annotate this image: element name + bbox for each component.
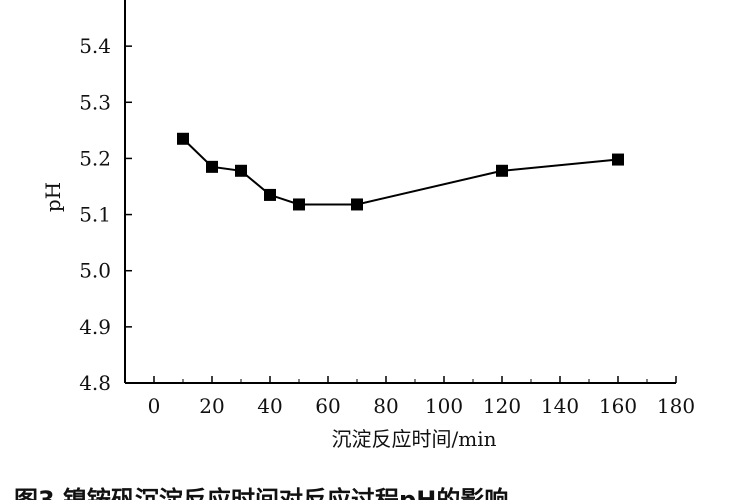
y-tick-label: 4.8 [79,371,111,395]
figure-caption: 图3 镍铵矾沉淀反应时间对反应过程pH的影响 [14,486,508,500]
data-point [612,153,624,166]
y-tick-label: 5.3 [79,90,111,114]
x-tick-label: 140 [541,394,579,418]
data-point [177,132,189,145]
data-point [264,188,276,201]
data-point [351,198,363,211]
x-tick-label: 0 [148,394,161,418]
y-tick-label: 4.9 [79,315,111,339]
series-line [182,138,619,206]
x-tick-label: 100 [425,394,463,418]
data-point [206,160,218,173]
x-tick-label: 80 [373,394,398,418]
ticks: 4.8 4.9 5.0 5.1 5.2 5.3 5.4 5.5 0 20 40 60 80 100 120 1… [79,0,695,418]
y-tick-label: 5.4 [79,34,111,58]
x-tick-label: 20 [199,394,224,418]
x-tick-label: 60 [315,394,340,418]
y-tick-label: 5.0 [79,259,111,283]
y-axis-title: pH [41,182,65,212]
data-point [496,164,508,177]
x-tick-label: 120 [483,394,521,418]
data-point [293,198,305,211]
y-tick-label: 5.2 [79,146,111,170]
y-tick-label: 5.1 [79,203,111,227]
x-tick-label: 160 [599,394,637,418]
x-tick-label: 40 [257,394,282,418]
data-point [235,164,247,177]
data-series [177,132,624,211]
x-axis-title: 沉淀反应时间/min [332,427,497,451]
x-tick-label: 180 [657,394,695,418]
axes [124,0,676,384]
y-tick-label: 5.5 [79,0,111,2]
